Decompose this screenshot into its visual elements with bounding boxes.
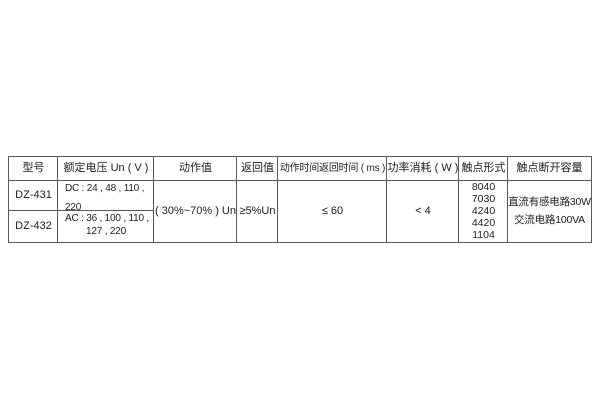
action-return-time-cell: ≤ 60 <box>321 204 344 217</box>
breaking-capacity-cell: 直流有感电路30W 交流电路100VA <box>508 180 591 242</box>
contact-form-cell: 8040 7030 4240 4420 1104 <box>459 180 508 242</box>
contact-form-item: 1104 <box>472 229 495 241</box>
gridline-col-time <box>386 157 387 242</box>
contact-form-item: 4240 <box>471 205 496 217</box>
model-cell-dz432: DZ-432 <box>15 220 52 232</box>
breaking-capacity-ac: 交流电路100VA <box>514 214 585 226</box>
col-header-return-value: 返回值 <box>241 162 274 174</box>
model-cell-dz431: DZ-431 <box>15 189 52 201</box>
contact-form-item: 4420 <box>471 217 496 229</box>
relay-spec-table: 型号 额定电压 Un ( V ) 动作值 返回值 动作时间返回时间 ( ms )… <box>8 156 592 243</box>
col-header-breaking-capacity: 触点断开容量 <box>516 162 583 174</box>
col-header-power-consumption: 功率消耗 ( W ) <box>387 162 459 174</box>
gridline-col-model <box>57 157 58 242</box>
voltage-ac-line2: 127 , 220 <box>86 226 126 237</box>
gridline-col-return <box>277 157 278 242</box>
voltage-dc-line2: 220 <box>65 202 82 213</box>
voltage-dc-line1: DC : 24 , 48 , 110 , <box>65 183 145 194</box>
action-value-cell: ( 30%~70% ) Un <box>154 204 236 217</box>
gridline-header-bottom <box>9 180 591 181</box>
col-header-action-value: 动作值 <box>179 162 212 174</box>
return-value-cell: ≥5%Un <box>239 204 276 217</box>
contact-form-item: 8040 <box>471 181 496 193</box>
gridline-col-contact <box>507 157 508 242</box>
contact-form-item: 7030 <box>471 193 496 205</box>
col-header-model: 型号 <box>22 162 45 174</box>
col-header-rated-voltage: 额定电压 Un ( V ) <box>63 162 149 174</box>
gridline-col-power <box>458 157 459 242</box>
breaking-capacity-dc: 直流有感电路30W <box>508 196 591 208</box>
gridline-col-voltage <box>153 157 154 242</box>
gridline-col-action <box>236 157 237 242</box>
gridline-row-separator <box>9 210 154 211</box>
col-header-contact-form: 触点形式 <box>461 162 506 174</box>
col-header-action-return-time: 动作时间返回时间 ( ms ) <box>279 163 386 174</box>
voltage-ac-line1: AC : 36 , 100 , 110 , <box>65 213 150 224</box>
power-consumption-cell: < 4 <box>415 204 431 217</box>
